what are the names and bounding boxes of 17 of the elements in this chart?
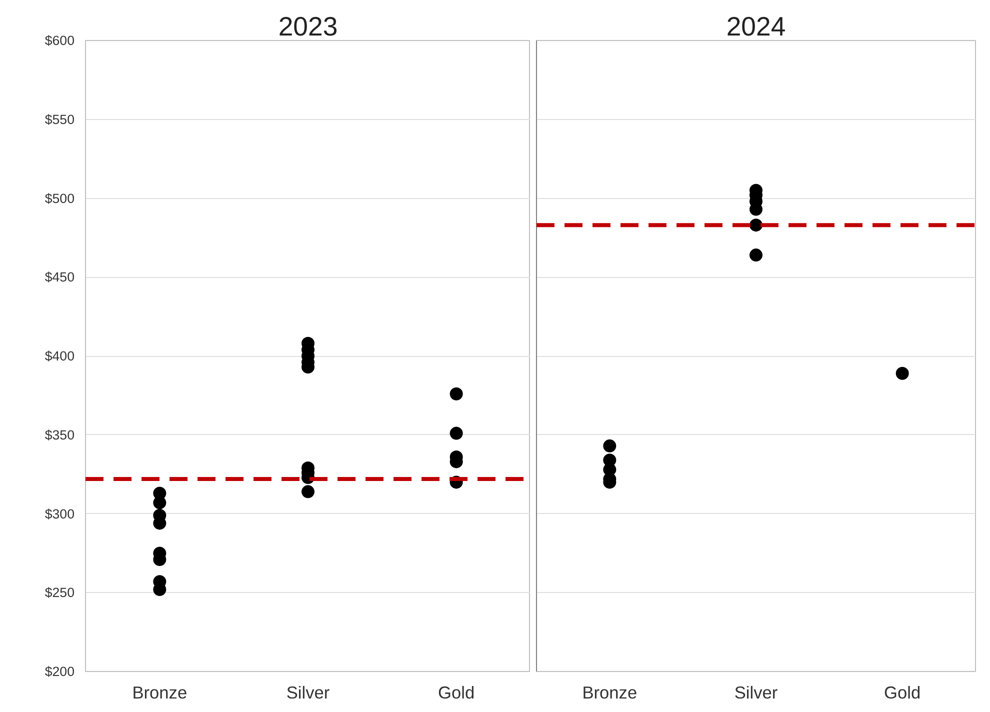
y-tick-label: $550 <box>44 112 75 127</box>
chart-title: 2023 <box>278 12 338 42</box>
x-tick-label: Gold <box>884 682 921 702</box>
x-tick-label: Bronze <box>132 682 188 702</box>
y-tick-label: $600 <box>44 33 75 48</box>
x-tick-label: Silver <box>286 682 330 702</box>
x-tick-label: Bronze <box>582 682 638 702</box>
y-tick-label: $250 <box>44 585 75 600</box>
y-tick-label: $300 <box>44 506 75 522</box>
x-tick-label: Silver <box>734 682 778 702</box>
y-tick-label: $500 <box>44 190 75 206</box>
y-tick-label: $350 <box>44 427 75 442</box>
chart-title: 2024 <box>726 12 786 42</box>
y-tick-label: $450 <box>44 270 75 285</box>
x-tick-label: Gold <box>438 682 475 702</box>
y-tick-label: $200 <box>44 664 75 679</box>
y-tick-label: $400 <box>44 348 75 364</box>
